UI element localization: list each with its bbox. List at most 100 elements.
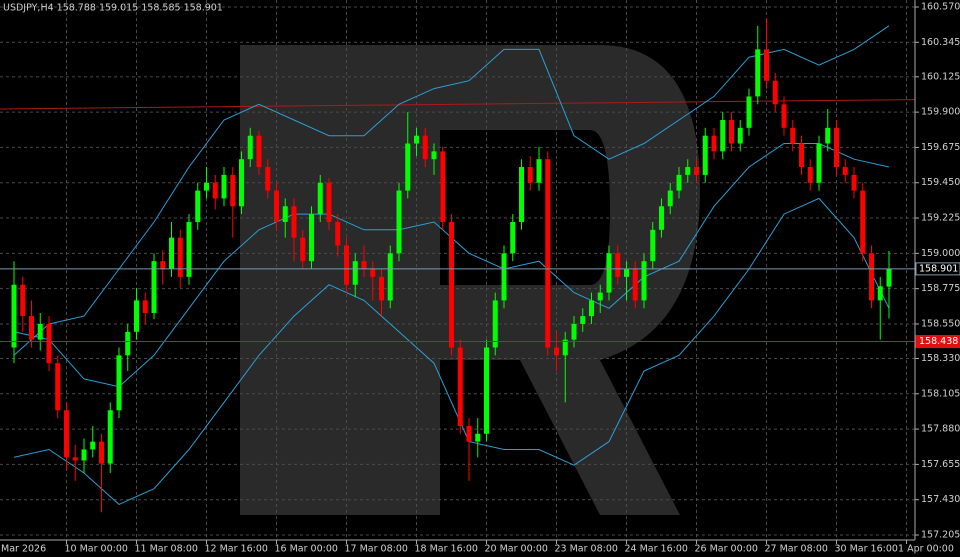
candle-body [501, 253, 507, 301]
candle-body [177, 237, 183, 277]
candle-body [256, 135, 262, 168]
candle-body [667, 190, 673, 207]
y-tick-label: 159.450 [921, 177, 960, 188]
candle-body [90, 441, 96, 450]
candle-body [440, 151, 446, 222]
candle-body [326, 182, 332, 222]
y-tick-label: 160.125 [921, 71, 960, 82]
candle-body [20, 284, 26, 317]
x-tick-label: 12 Mar 16:00 [205, 544, 268, 555]
candle-body [475, 433, 481, 442]
candle-body [230, 174, 236, 207]
candle-body [729, 119, 734, 144]
candle-body [737, 127, 743, 144]
candle-body [265, 167, 271, 191]
candle-body [160, 261, 166, 270]
x-tick-label: 10 Mar 00:00 [65, 544, 128, 555]
candle-body [405, 143, 411, 191]
candle-body [352, 261, 358, 285]
x-tick-label: 27 Mar 08:00 [765, 544, 828, 555]
candle-body [195, 190, 201, 222]
y-tick-label: 158.330 [921, 353, 960, 364]
candle-body [274, 190, 279, 222]
candle-body [396, 190, 402, 254]
x-tick-label: 16 Mar 00:00 [275, 544, 338, 555]
candle-body [134, 300, 139, 332]
y-tick-label: 158.775 [921, 283, 960, 294]
candle-body [492, 300, 498, 348]
candle-body [519, 167, 524, 222]
candle-body [659, 206, 664, 230]
candle-body [527, 167, 533, 183]
candle-body [142, 300, 148, 313]
candle-body [387, 253, 393, 301]
candle-body [869, 253, 874, 301]
x-tick-label: 20 Mar 00:00 [485, 544, 548, 555]
candle-body [239, 159, 244, 207]
candle-body [99, 441, 104, 464]
candle-body [116, 355, 122, 411]
candle-body [431, 151, 437, 160]
candle-body [204, 182, 209, 191]
candle-body [702, 135, 708, 175]
y-tick-label: 159.900 [921, 107, 960, 118]
candle-body [886, 268, 892, 287]
trend-line [0, 99, 916, 110]
candle-body [606, 253, 612, 293]
candle-body [790, 127, 796, 144]
candle-body [221, 174, 227, 199]
candle-body [379, 276, 384, 301]
candle-body [624, 269, 629, 277]
candle-body [309, 214, 314, 262]
candle-body [344, 245, 349, 285]
candle-body [422, 135, 428, 160]
candle-body [212, 182, 218, 199]
candle-body [641, 261, 647, 301]
x-tick-label: 30 Mar 16:00 [835, 544, 898, 555]
price-label-box [915, 335, 960, 349]
candle-body [186, 221, 192, 277]
watermark-logo [240, 45, 700, 515]
candle-body [335, 221, 341, 246]
y-tick-label: 158.550 [921, 318, 960, 329]
y-tick-label: 160.345 [921, 37, 960, 48]
candle-body [772, 80, 778, 105]
y-tick-label: 159.000 [921, 248, 960, 259]
candle-body [711, 135, 717, 152]
x-tick-label: 11 Mar 08:00 [135, 544, 198, 555]
x-tick-label: 24 Mar 16:00 [625, 544, 688, 555]
x-tick-label: 1 Apr 00:00 [898, 544, 954, 555]
candle-body [580, 316, 586, 324]
x-tick-label: 23 Mar 08:00 [555, 544, 618, 555]
x-tick-label: 26 Mar 00:00 [695, 544, 758, 555]
candle-body [597, 292, 603, 301]
candle-body [81, 449, 87, 461]
candle-body [510, 221, 516, 254]
candle-body [55, 363, 61, 411]
candle-body [816, 143, 822, 183]
candle-body [125, 331, 131, 356]
y-tick-label: 157.880 [921, 424, 960, 435]
candle-body [685, 167, 691, 175]
candle-body [632, 269, 638, 301]
y-tick-label: 160.570 [921, 2, 960, 13]
candle-body [799, 143, 804, 168]
y-tick-label: 157.205 [921, 530, 960, 541]
candle-body [370, 269, 376, 277]
candle-body [650, 229, 656, 262]
candle-body [300, 237, 306, 262]
candle-body [29, 316, 34, 340]
candle-body [554, 347, 559, 356]
candle-body [589, 300, 594, 317]
candle-body [37, 323, 43, 340]
candle-body [536, 159, 542, 183]
candle-body [72, 457, 78, 461]
candle-body [151, 261, 157, 313]
candle-body [317, 182, 323, 215]
candle-body [457, 347, 463, 426]
candle-body [282, 206, 288, 222]
candle-body [169, 237, 174, 270]
candle-body [877, 286, 883, 301]
price-label: 158.438 [919, 336, 958, 347]
